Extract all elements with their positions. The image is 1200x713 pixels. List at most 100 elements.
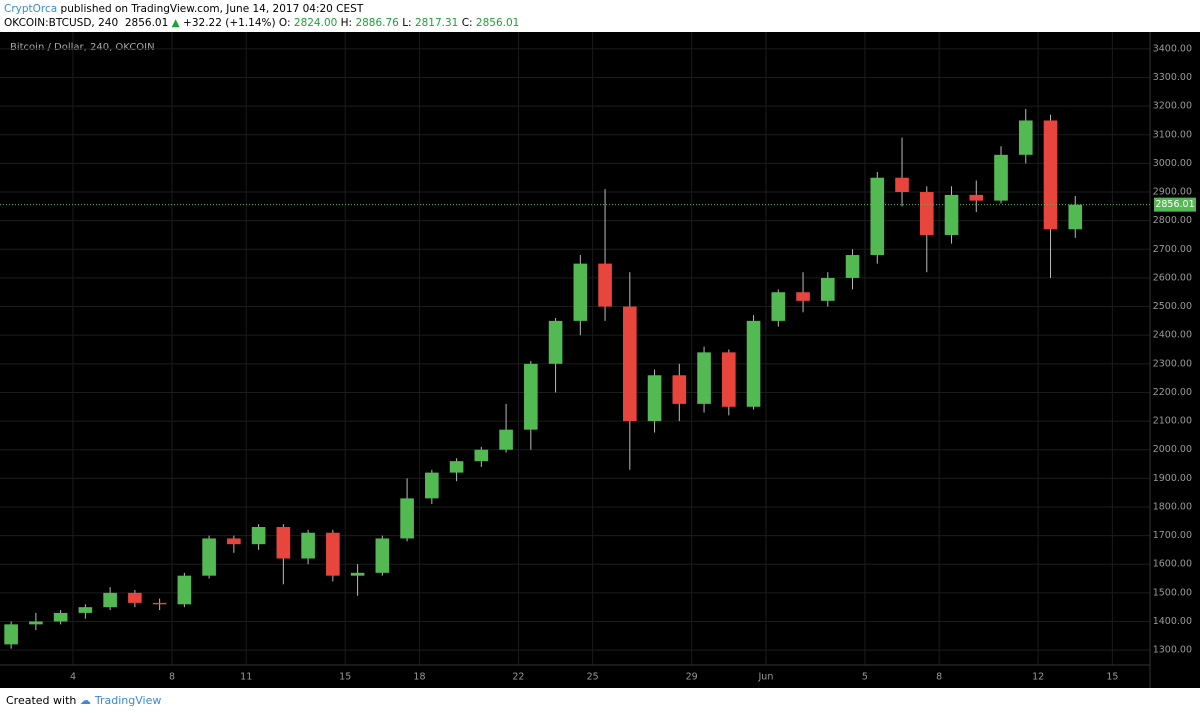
- y-tick-label: 2800.00: [1153, 215, 1192, 226]
- x-tick-label: 5: [862, 672, 868, 683]
- candle-body: [969, 194, 984, 201]
- candle-body: [919, 192, 934, 235]
- candle-body: [994, 154, 1008, 201]
- candle-body: [647, 375, 662, 422]
- y-tick-label: 2000.00: [1153, 444, 1192, 455]
- chart-title: Bitcoin / Dollar, 240, OKCOIN: [10, 42, 155, 53]
- candle-body: [177, 575, 192, 605]
- ohlc: O: 2824.00 H: 2886.76 L: 2817.31 C: 2856…: [279, 17, 519, 29]
- ohlc-label: C:: [461, 17, 473, 29]
- candle-body: [350, 572, 365, 576]
- last-price-label: 2856.01: [1155, 199, 1194, 210]
- candle-body: [425, 472, 439, 499]
- y-tick-label: 2900.00: [1153, 187, 1192, 198]
- x-tick-label: 8: [936, 672, 942, 683]
- ohlc-value: 2824.00: [293, 17, 338, 29]
- candle-body: [499, 429, 513, 450]
- x-tick-label: 25: [587, 672, 599, 683]
- candle-body: [598, 263, 612, 307]
- candle-body: [771, 292, 786, 321]
- candle-body: [623, 306, 637, 422]
- candle-body: [697, 352, 711, 404]
- candle-body: [524, 363, 538, 430]
- candle-body: [474, 449, 489, 462]
- y-tick-label: 2700.00: [1153, 244, 1192, 255]
- y-tick-label: 3200.00: [1153, 101, 1192, 112]
- header-line: CryptOrca published on TradingView.com, …: [4, 2, 1200, 16]
- candle-body: [276, 527, 291, 559]
- candle-body: [152, 602, 167, 605]
- published: published on TradingView.com, June 14, 2…: [60, 3, 364, 15]
- y-tick-label: 2600.00: [1153, 272, 1192, 283]
- y-tick-label: 3400.00: [1153, 43, 1192, 54]
- up-arrow: ▲: [171, 17, 180, 29]
- y-tick-label: 2400.00: [1153, 330, 1192, 341]
- candle-body: [1043, 120, 1058, 230]
- candle-body: [53, 612, 68, 622]
- ohlc-label: L:: [402, 17, 412, 29]
- y-tick-label: 1900.00: [1153, 473, 1192, 484]
- y-tick-label: 3300.00: [1153, 72, 1192, 83]
- candle-body: [573, 263, 588, 321]
- change: +32.22 (+1.14%): [183, 17, 276, 29]
- candle-body: [29, 621, 43, 625]
- x-tick-label: 29: [686, 672, 698, 683]
- candle-body: [721, 352, 736, 407]
- brand[interactable]: TradingView: [94, 694, 162, 707]
- candle-body: [944, 194, 959, 235]
- candle-body: [672, 375, 687, 404]
- footer: Created with ☁ TradingView: [0, 688, 1200, 713]
- created: Created with: [6, 694, 77, 707]
- y-tick-label: 1800.00: [1153, 501, 1192, 512]
- logo: ☁: [79, 694, 91, 707]
- candle-body: [895, 177, 909, 193]
- y-tick-label: 3100.00: [1153, 129, 1192, 140]
- y-tick-label: 1400.00: [1153, 616, 1192, 627]
- candle-body: [227, 538, 241, 545]
- x-tick-label: 4: [70, 672, 76, 683]
- symbol: OKCOIN:BTCUSD, 240: [4, 17, 119, 29]
- candle-body: [449, 461, 464, 473]
- candle-body: [845, 255, 860, 278]
- x-tick-label: 12: [1032, 672, 1044, 683]
- candle-body: [326, 532, 340, 576]
- candle-body: [4, 624, 18, 645]
- header: CryptOrca published on TradingView.com, …: [0, 0, 1200, 32]
- x-tick-label: 18: [413, 672, 425, 683]
- x-tick-label: 15: [339, 672, 351, 683]
- candle-body: [820, 277, 835, 301]
- chart: Bitcoin / Dollar, 240, OKCOIN 1300.00 140…: [0, 32, 1200, 688]
- candle-body: [301, 532, 315, 559]
- ohlc-value: 2856.01: [475, 17, 520, 29]
- candle-body: [870, 177, 885, 256]
- x-tick-label: 11: [240, 672, 252, 683]
- candle-body: [400, 498, 414, 539]
- candle-body: [202, 538, 216, 576]
- candle-body: [1018, 120, 1033, 155]
- y-tick-label: 1600.00: [1153, 559, 1192, 570]
- y-tick-label: 2300.00: [1153, 358, 1192, 369]
- author[interactable]: CryptOrca: [4, 3, 58, 15]
- candle-body: [1068, 204, 1083, 230]
- y-tick-label: 2200.00: [1153, 387, 1192, 398]
- candle-body: [103, 592, 117, 608]
- header-line: OKCOIN:BTCUSD, 240 2856.01 ▲ +32.22 (+1.…: [4, 16, 1200, 30]
- y-tick-label: 1300.00: [1153, 645, 1192, 656]
- x-tick-label: 15: [1106, 672, 1118, 683]
- x-tick-label: Jun: [758, 672, 774, 683]
- ohlc-label: O:: [278, 17, 291, 29]
- last: 2856.01: [124, 17, 169, 29]
- x-tick-label: 22: [512, 672, 524, 683]
- last-price-box: [1154, 197, 1196, 212]
- ohlc-label: H:: [340, 17, 353, 29]
- ohlc-value: 2886.76: [355, 17, 399, 29]
- ohlc-value: 2817.31: [414, 17, 459, 29]
- candle-body: [548, 320, 563, 364]
- candle-body: [375, 538, 390, 573]
- y-tick-label: 2100.00: [1153, 416, 1192, 427]
- candle-body: [78, 607, 93, 613]
- candle-body: [796, 292, 810, 301]
- candle-body: [251, 527, 266, 545]
- x-tick-label: 8: [169, 672, 175, 683]
